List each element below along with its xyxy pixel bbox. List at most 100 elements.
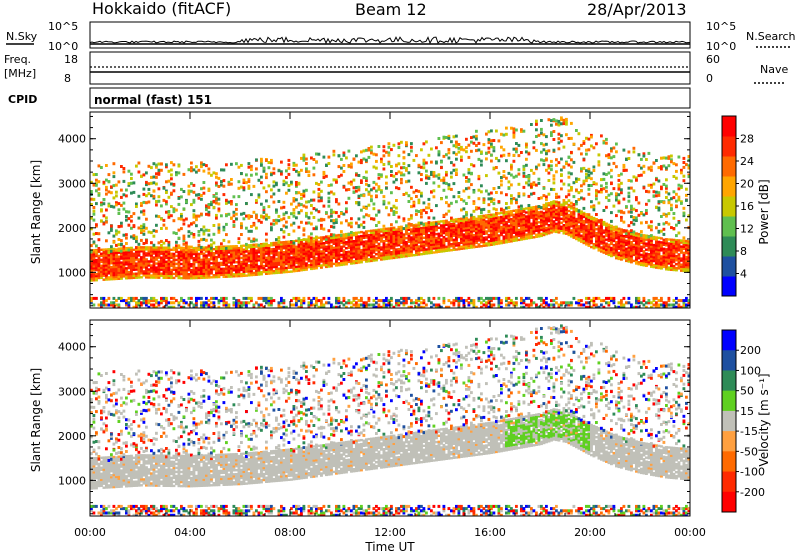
power-cell [210,200,213,204]
power-cell [305,167,308,171]
power-cell [305,268,308,271]
power-cell [255,301,258,305]
power-cell [437,150,441,154]
power-cell [150,266,153,269]
power-cell [182,234,186,238]
power-cell [350,242,353,245]
power-cell [482,228,486,231]
power-cell [380,240,383,243]
power-cell [240,262,243,266]
power-cell [432,223,436,226]
power-cell [535,213,538,216]
power-cell [367,235,371,239]
power-cell [382,233,386,237]
power-cell [465,232,468,236]
power-cell [302,248,306,251]
power-cell [197,260,201,264]
power-cell [307,170,311,174]
power-cell [145,183,148,187]
power-cell [172,219,176,223]
power-cell [385,296,388,300]
power-cell [307,254,311,257]
power-cell [490,217,493,220]
power-cell [567,209,571,213]
power-cell [367,254,371,257]
power-cell [535,211,538,214]
power-cell [187,263,191,266]
power-cell [137,252,141,255]
power-cell [545,168,548,172]
power-cell [150,258,153,261]
power-cell [217,305,221,308]
power-cell [560,203,563,206]
power-cell [382,202,386,206]
power-cell [310,204,313,207]
power-cell [365,242,368,245]
power-cell [385,231,388,234]
power-cell [565,117,568,121]
power-cell [255,158,258,162]
power-cell [260,255,263,258]
power-cell [282,261,286,264]
power-cell [390,253,393,256]
power-cell [260,271,263,274]
power-cell [245,264,248,267]
power-cell [497,296,501,300]
power-cell [200,260,203,263]
power-cell [365,258,368,261]
power-cell [232,267,236,270]
power-cell [222,271,226,274]
power-cell [242,248,246,251]
power-cell [267,256,271,259]
power-cell [247,272,251,275]
power-cell [542,211,546,215]
power-cell [210,258,213,261]
power-cell [562,230,566,233]
power-cell [95,258,98,262]
power-cell [190,161,193,165]
power-cell [147,305,151,308]
power-cell [490,241,493,244]
power-cell [155,299,158,303]
power-cell [325,245,328,248]
power-cell [360,181,363,184]
power-cell [467,236,471,239]
power-cell [155,172,158,176]
power-cell [435,146,438,150]
power-cell [162,274,166,277]
power-cell [107,260,111,263]
power-cell [215,255,218,259]
power-cell [180,248,183,252]
power-cell [295,169,298,173]
power-cell [425,238,428,241]
power-cell [527,208,531,212]
power-cell [350,162,353,166]
power-cell [182,264,186,268]
power-cell [397,187,401,191]
power-cell [90,244,93,248]
power-cell [437,250,441,253]
power-cell [570,223,573,226]
power-cell [232,257,236,260]
power-cell [515,201,518,205]
power-cell [470,236,473,239]
power-cell [505,228,508,232]
power-cell [160,258,163,261]
power-cell [455,248,458,251]
power-cell [162,264,166,267]
power-cell [235,251,238,254]
power-cell [135,235,138,239]
power-cell [492,217,496,220]
power-cell [287,188,291,192]
power-cell [90,259,93,262]
power-cell [112,255,116,259]
power-cell [552,202,556,205]
power-cell [487,217,491,221]
power-cell [92,209,96,213]
power-cell [182,262,186,266]
power-cell [225,275,228,278]
power-cell [200,266,203,269]
power-cell [310,301,313,305]
power-cell [370,243,373,246]
power-cell [367,258,371,261]
